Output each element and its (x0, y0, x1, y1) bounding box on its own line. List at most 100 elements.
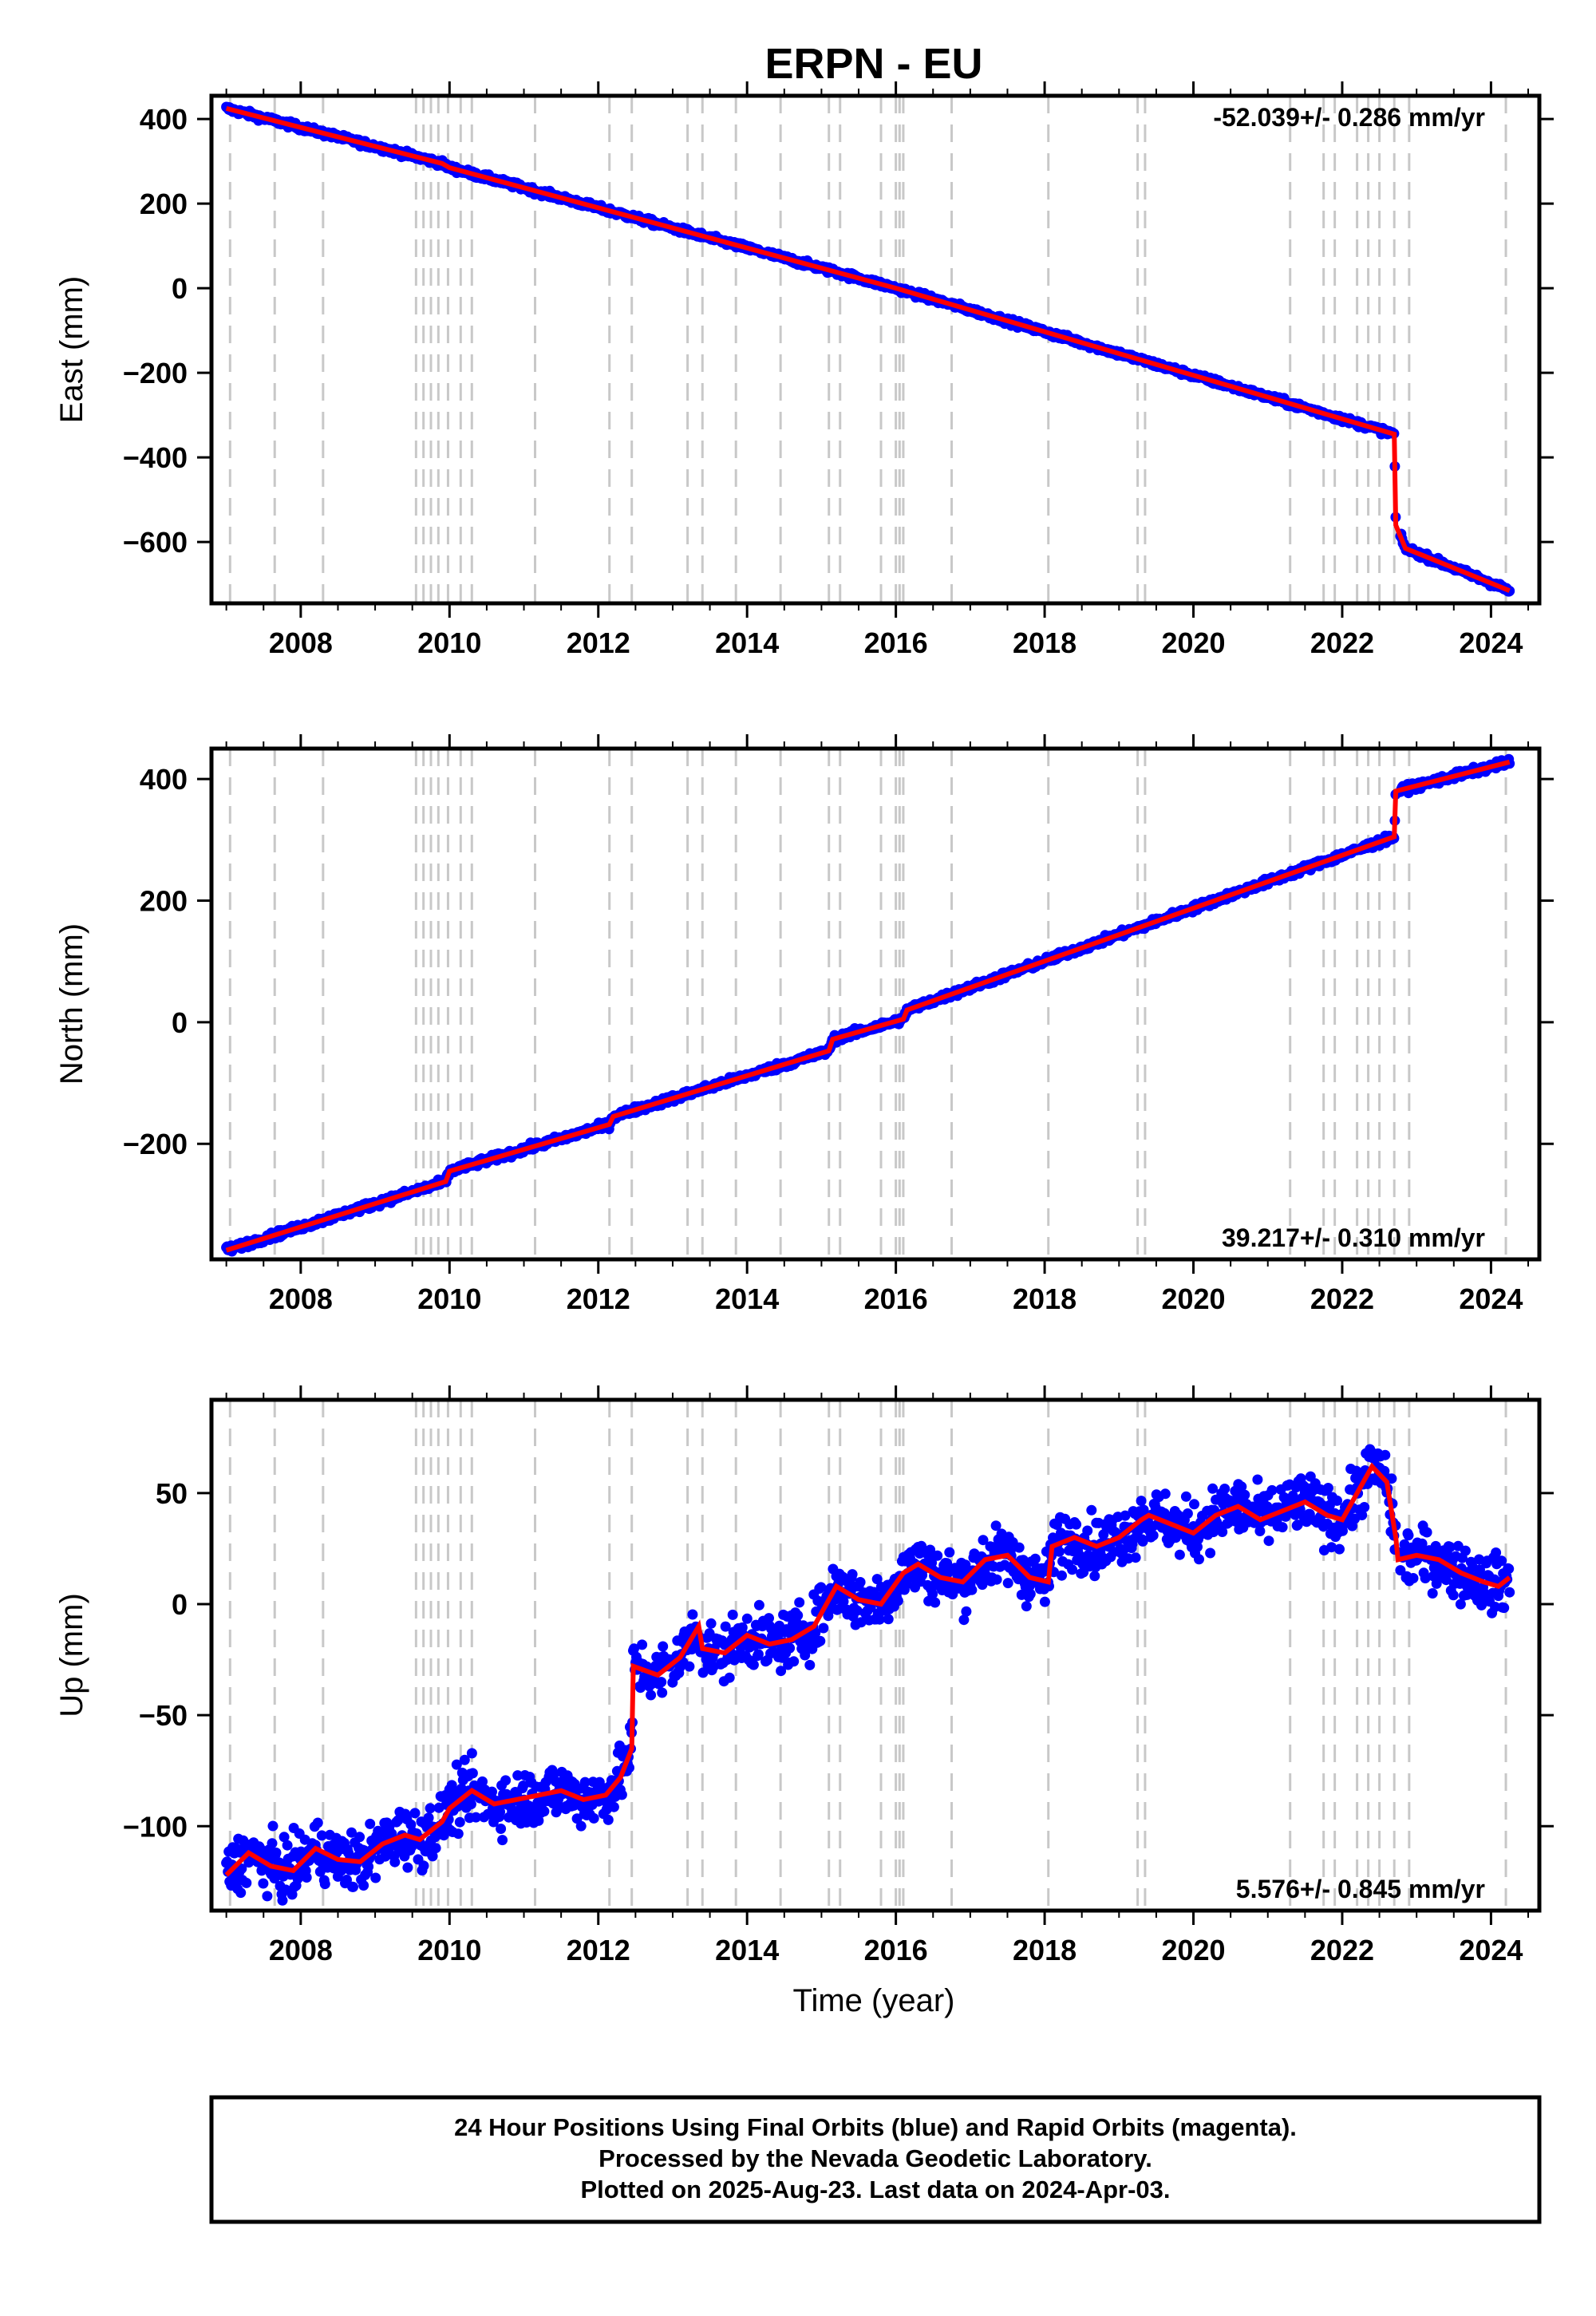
x-tick-label: 2018 (1013, 1282, 1077, 1315)
data-point (496, 1824, 507, 1834)
data-point (784, 1642, 796, 1654)
data-point (656, 1677, 667, 1688)
y-tick-label: −200 (123, 1128, 188, 1160)
data-point (1089, 1571, 1100, 1582)
data-point (454, 1816, 465, 1828)
y-tick-label: 400 (140, 103, 188, 136)
data-point (961, 1606, 972, 1617)
x-tick-label: 2020 (1161, 1282, 1225, 1315)
data-point (804, 1659, 816, 1670)
x-tick-label: 2024 (1459, 626, 1523, 659)
data-point (1174, 1549, 1185, 1560)
data-point (1332, 1495, 1342, 1506)
data-point (794, 1597, 805, 1608)
y-tick-label: −400 (123, 441, 188, 474)
data-point (1182, 1508, 1193, 1519)
data-point (365, 1818, 376, 1829)
x-tick-label: 2016 (864, 626, 928, 659)
data-point (267, 1820, 279, 1832)
data-point (1067, 1564, 1078, 1575)
data-point (466, 1748, 477, 1759)
data-point (1189, 1499, 1199, 1510)
y-tick-label: −600 (123, 526, 188, 559)
data-point (1025, 1588, 1036, 1599)
data-point (724, 1672, 735, 1683)
data-point (705, 1618, 717, 1629)
data-point (235, 1887, 247, 1899)
data-point (1057, 1570, 1067, 1581)
east-panel: 2008 2010 2012 2014 2016 2018 2020 2022 20244002… (54, 81, 1554, 659)
data-point (1148, 1530, 1159, 1541)
x-tick-label: 2014 (715, 1282, 779, 1315)
data-point (1013, 1542, 1025, 1553)
data-point (646, 1690, 657, 1701)
data-point (497, 1835, 508, 1846)
data-point (741, 1613, 753, 1624)
data-point (748, 1659, 759, 1670)
east-rate-label: -52.039+/- 0.286 mm/yr (1213, 103, 1485, 132)
data-point (1194, 1554, 1204, 1565)
data-point (319, 1879, 330, 1890)
data-point (892, 1595, 903, 1607)
data-point (1207, 1483, 1219, 1494)
data-point (1252, 1474, 1263, 1485)
data-point (301, 1872, 312, 1883)
data-point (855, 1577, 866, 1587)
data-point (1380, 1449, 1391, 1460)
data-point (684, 1661, 695, 1672)
data-point (271, 1848, 282, 1858)
data-point (348, 1881, 358, 1892)
y-tick-label: 200 (140, 188, 188, 220)
north-rate-label: 39.217+/- 0.310 mm/yr (1222, 1223, 1485, 1252)
data-point (418, 1860, 429, 1871)
x-tick-label: 2024 (1459, 1282, 1523, 1315)
east-axis-ticks: 2008 2010 2012 2014 2016 2018 2020 2022 20244002… (123, 81, 1554, 659)
x-tick-label: 2014 (715, 626, 779, 659)
data-point (1086, 1504, 1097, 1516)
data-point (1277, 1522, 1288, 1533)
data-point (241, 1877, 252, 1888)
east-data-points (221, 101, 1515, 597)
data-point (1136, 1496, 1147, 1507)
data-point (616, 1789, 627, 1800)
data-point (753, 1599, 764, 1611)
data-point (402, 1862, 413, 1873)
data-point (944, 1547, 955, 1558)
data-point (1219, 1484, 1231, 1494)
x-tick-label: 2020 (1161, 626, 1225, 659)
data-point (282, 1840, 293, 1851)
data-point (657, 1687, 668, 1698)
east-model-line (225, 105, 1511, 593)
data-point (602, 1814, 614, 1825)
data-point (312, 1817, 323, 1828)
data-point (423, 1812, 434, 1824)
up-panel: 2008 2010 2012 2014 2016 2018 2020 2022 2024500−… (54, 1385, 1554, 2018)
data-point (467, 1768, 478, 1779)
data-point (815, 1635, 826, 1646)
data-point (409, 1808, 421, 1819)
x-tick-label: 2022 (1310, 626, 1374, 659)
north-y-axis-label: North (mm) (54, 923, 89, 1085)
data-point (1266, 1484, 1278, 1496)
data-point (932, 1550, 943, 1561)
data-point (1322, 1483, 1333, 1493)
x-tick-label: 2010 (417, 1282, 481, 1315)
x-tick-label: 2010 (417, 626, 481, 659)
event-lines (228, 96, 1507, 603)
data-point (575, 1820, 587, 1832)
data-point (358, 1880, 369, 1891)
y-tick-label: 0 (172, 1006, 188, 1039)
data-point (1039, 1596, 1050, 1607)
data-point (1263, 1535, 1274, 1547)
data-point (1029, 1553, 1041, 1564)
data-point (1071, 1519, 1082, 1530)
data-point (930, 1597, 941, 1608)
data-point (500, 1775, 512, 1786)
data-point (1359, 1502, 1370, 1512)
data-point (452, 1828, 464, 1840)
data-point (1205, 1547, 1216, 1559)
data-point (727, 1609, 738, 1620)
data-point (608, 1801, 619, 1812)
data-point (818, 1622, 829, 1634)
y-tick-label: 0 (172, 272, 188, 305)
